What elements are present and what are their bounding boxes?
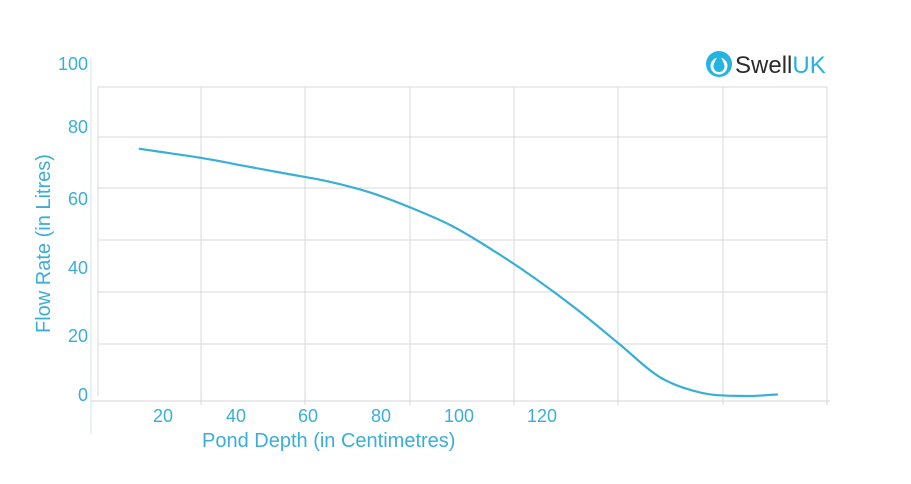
brand-name-part1: Swell xyxy=(735,52,792,79)
x-tick-label: 40 xyxy=(226,406,246,426)
series xyxy=(138,147,779,398)
tick-labels: 0 20 40 60 80 100 20 40 60 80 100 120 xyxy=(58,54,557,426)
y-tick-label: 100 xyxy=(58,54,88,74)
y-axis-title: Flow Rate (in Litres) xyxy=(33,154,55,333)
x-tick-label: 20 xyxy=(153,406,173,426)
water-drop-icon xyxy=(706,51,732,77)
grid xyxy=(97,86,828,396)
y-tick-label: 60 xyxy=(68,189,88,209)
y-tick-label: 80 xyxy=(68,117,88,137)
brand-logo: SwellUK xyxy=(706,51,826,79)
series-line xyxy=(138,147,779,398)
x-tick-label: 100 xyxy=(444,406,474,426)
x-tick-label: 60 xyxy=(298,406,318,426)
x-tick-label: 120 xyxy=(527,406,557,426)
x-tick-label: 80 xyxy=(371,406,391,426)
brand-name: SwellUK xyxy=(735,52,826,79)
y-tick-label: 40 xyxy=(68,258,88,278)
y-tick-label: 20 xyxy=(68,326,88,346)
axes xyxy=(90,58,830,434)
x-axis-title: Pond Depth (in Centimetres) xyxy=(202,430,455,452)
y-tick-label: 0 xyxy=(78,385,88,405)
brand-name-part2: UK xyxy=(792,52,825,79)
